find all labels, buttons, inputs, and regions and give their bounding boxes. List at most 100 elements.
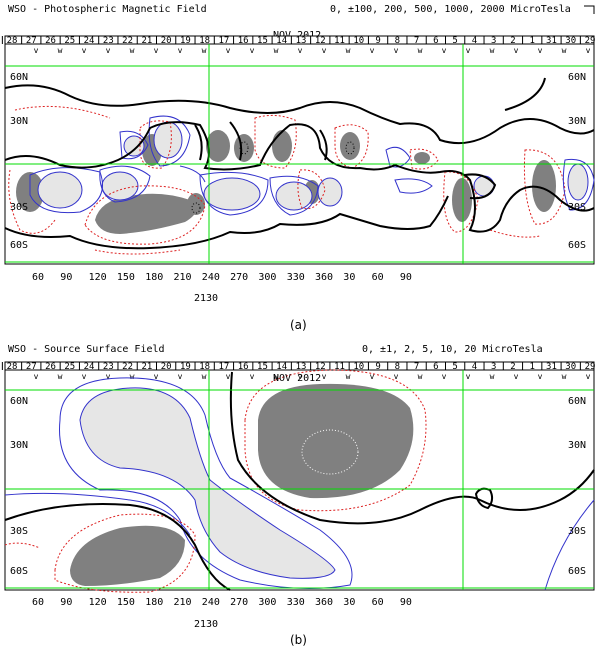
panel-b-day-label: 8 [395,362,400,372]
panel-a-v-mark: v [538,46,543,55]
panel-b-day-label: 3 [491,362,496,372]
panel-b-day-label: 19 [180,362,191,372]
pos-contour [59,377,353,590]
panel-a-lon-tick: 30 [343,272,356,283]
panel-b-day-label: 29 [585,362,596,372]
pos-region [275,181,313,211]
panel-b-day-label: 2 [510,362,515,372]
panel-b-day-label: 11 [334,362,345,372]
panel-b-v-mark: v [226,372,231,381]
panel-a-v-mark: v [442,46,447,55]
panel-a-lon-tick: 360 [315,272,334,283]
panel-a-day-label: 28 [7,36,18,46]
panel-b-lon-tick: 90 [399,597,412,608]
neg-region [532,160,556,212]
panel-b-v-mark: v [466,372,471,381]
panel-b-v-mark: v [82,372,87,381]
neg-region [452,178,472,222]
neg-region [234,134,254,162]
panel-a-day-label: 29 [585,36,596,46]
panel-b-lat-right-30s: 30S [568,526,587,537]
pos-region [123,135,145,157]
panel-b-lat-left-60n: 60N [10,396,29,407]
panel-b-scale: 0, ±1, 2, 5, 10, 20 MicroTesla [362,344,543,355]
panel-b-lon-tick: 360 [315,597,334,608]
panel-a-v-mark: w [346,46,351,55]
panel-a-day-labels: 28 27 26 25 24 23 22 21 20 19 18 17 16 15 14 13 12 11 10 9 8… [7,36,596,46]
panel-a-lon-tick: 270 [230,272,249,283]
pos-region [153,121,183,159]
panel-b-day-label: 14 [276,362,287,372]
panel-b-day-label: 30 [565,362,576,372]
panel-b-v-mark: v [442,372,447,381]
panel-a-frame [4,35,595,265]
panel-b-lon-tick: 30 [343,597,356,608]
panel-a-day-label: 8 [395,36,400,46]
panel-b-v-mark: v [106,372,111,381]
panel-a-v-mark: v [106,46,111,55]
panel-a-day-ticks [1,36,581,44]
panel-a-lon-tick: 240 [201,272,220,283]
panel-b-v-mark: w [58,372,63,381]
panel-b-day-label: 17 [219,362,230,372]
panel-a-v-mark: w [490,46,495,55]
panel-b-lat-right-60n: 60N [568,396,587,407]
panel-b-v-mark: w [202,372,207,381]
panel-a-map: 28 27 26 25 24 23 22 21 20 19 18 17 16 15 14 13 12 11 10 9 8… [1,5,596,265]
panel-b-lon-tick: 150 [116,597,135,608]
panel-a-lon-tick: 90 [399,272,412,283]
neg-region [414,152,430,164]
panel-b-v-mark: v [250,372,255,381]
panel-b-day-labels: 28 27 26 25 24 23 22 21 20 19 18 17 16 15 14 13 12 11 10 9 8… [7,362,596,372]
panel-b-v-mark: v [538,372,543,381]
panel-b-day-label: 7 [414,362,419,372]
panel-b-lon-tick: 90 [60,597,73,608]
panel-b-day-label: 23 [103,362,114,372]
panel-a-lat-left-60s: 60S [10,240,29,251]
panel-a-day-label: 4 [472,36,477,46]
panel-a-day-label: 13 [296,36,307,46]
panel-b-v-mark: v [370,372,375,381]
panel-b-day-label: 6 [433,362,438,372]
panel-b-v-mark: v [154,372,159,381]
panel-b-day-label: 26 [45,362,56,372]
pos-region [317,177,343,207]
panel-b-day-label: 28 [7,362,18,372]
panel-a-lat-left-30n: 30N [10,116,29,127]
panel-a-day-label: 27 [26,36,37,46]
panel-a-lon-tick: 120 [88,272,107,283]
neg-region [340,132,360,160]
panel-b-day-label: 21 [141,362,152,372]
panel-a-positive-contours [29,115,595,216]
panel-b-day-label: 5 [452,362,457,372]
panel-a-label: (a) [290,318,307,332]
panel-a-lon-tick: 150 [116,272,135,283]
neg-region [258,383,414,499]
panel-b-v-mark: w [490,372,495,381]
panel-a-negative-contours [8,105,566,255]
panel-b-v-mark: v [298,372,303,381]
panel-a-day-label: 26 [45,36,56,46]
panel-b-day-label: 18 [199,362,210,372]
panel-a-day-label: 14 [276,36,287,46]
panel-a-v-mark: v [34,46,39,55]
panel-a-lon-tick: 60 [32,272,45,283]
neg-region [206,130,230,162]
panel-a-day-label: 12 [315,36,326,46]
panel-a-title: WSO - Photospheric Magnetic Field [8,4,207,15]
panel-b-v-mark: v [34,372,39,381]
panel-a-lat-right-60s: 60S [568,240,587,251]
panel-a-lat-left-30s: 30S [10,202,29,213]
panel-b-day-label: 20 [161,362,172,372]
panel-b-lon-tick: 270 [230,597,249,608]
panel-a-lon-tick: 330 [286,272,305,283]
panel-a-lat-right-30n: 30N [568,116,587,127]
panel-a-day-label: 6 [433,36,438,46]
panel-a-day-label: 3 [491,36,496,46]
panel-b-lon-tick: 210 [173,597,192,608]
panel-b-v-mark: v [394,372,399,381]
panel-a-day-label: 30 [565,36,576,46]
neg-region [272,130,292,162]
panel-b-lon-tick: 60 [32,597,45,608]
